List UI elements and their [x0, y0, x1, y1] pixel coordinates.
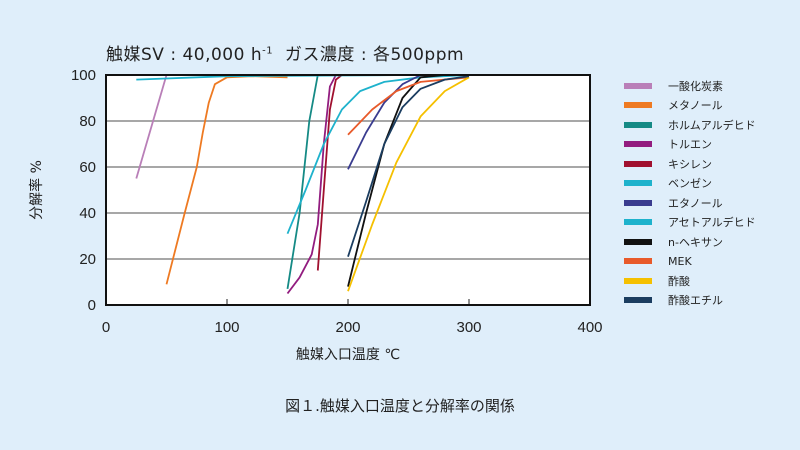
legend-label: アセトアルデヒド: [668, 216, 756, 230]
legend-item: トルエン: [624, 135, 756, 155]
legend-item: n-ヘキサン: [624, 232, 756, 252]
legend-item: ホルムアルデヒド: [624, 115, 756, 135]
legend-label: n-ヘキサン: [668, 235, 723, 249]
legend: 一酸化炭素メタノールホルムアルデヒド トルエンキシレンベンゼンエタノールアセトアル…: [624, 76, 756, 310]
legend-swatch: [624, 160, 652, 167]
x-tick-label: 100: [214, 319, 239, 336]
y-tick-label: 60: [79, 159, 96, 176]
y-axis-label: 分解率 %: [29, 160, 45, 220]
legend-item: メタノール: [624, 96, 756, 116]
series-line: [347, 75, 470, 257]
x-tick-label: 200: [335, 319, 360, 336]
chart-subtitle: 触媒SV : 40,000 h-1 ガス濃度 : 各500ppm: [106, 45, 465, 65]
y-tick-label: 40: [79, 205, 96, 222]
x-tick-label: 0: [102, 319, 110, 336]
series-line: [135, 74, 168, 179]
legend-label: MEK: [668, 254, 692, 268]
legend-swatch: [624, 258, 652, 265]
legend-swatch: [624, 82, 652, 89]
legend-label: 一酸化炭素: [668, 79, 723, 93]
legend-item: 酢酸エチル: [624, 291, 756, 311]
legend-label: 酢酸: [668, 274, 690, 288]
legend-item: MEK: [624, 252, 756, 272]
legend-item: ベンゼン: [624, 174, 756, 194]
series-line: [347, 76, 470, 136]
legend-swatch: [624, 121, 652, 128]
y-tick-label: 80: [79, 113, 96, 130]
legend-label: ベンゼン: [668, 177, 712, 191]
legend-label: メタノール: [668, 99, 723, 113]
series-line: [316, 74, 343, 271]
legend-item: キシレン: [624, 154, 756, 174]
series-line: [286, 74, 337, 295]
legend-label: エタノール: [668, 196, 723, 210]
legend-label: キシレン: [668, 157, 712, 171]
legend-label: ホルムアルデヒド: [668, 118, 756, 132]
figure-caption: 図１.触媒入口温度と分解率の関係: [285, 397, 515, 415]
legend-item: アセトアルデヒド: [624, 213, 756, 233]
y-tick-label: 20: [79, 251, 96, 268]
series-line: [286, 74, 319, 290]
x-tick-label: 300: [456, 319, 481, 336]
plot-frame: [105, 74, 591, 306]
y-tick-label: 0: [88, 297, 96, 314]
legend-label: トルエン: [668, 138, 712, 152]
series-line: [347, 74, 422, 170]
legend-swatch: [624, 277, 652, 284]
legend-item: エタノール: [624, 193, 756, 213]
legend-swatch: [624, 180, 652, 187]
x-axis-label: 触媒入口温度 ℃: [295, 347, 401, 363]
series-line: [347, 76, 470, 292]
legend-swatch: [624, 141, 652, 148]
legend-swatch: [624, 238, 652, 245]
x-tick-label: 400: [577, 319, 602, 336]
y-tick-label: 100: [71, 67, 96, 84]
legend-swatch: [624, 219, 652, 226]
legend-swatch: [624, 297, 652, 304]
legend-swatch: [624, 199, 652, 206]
plot-background: [106, 75, 590, 305]
legend-item: 一酸化炭素: [624, 76, 756, 96]
legend-swatch: [624, 102, 652, 109]
legend-item: 酢酸: [624, 271, 756, 291]
legend-label: 酢酸エチル: [668, 294, 723, 308]
